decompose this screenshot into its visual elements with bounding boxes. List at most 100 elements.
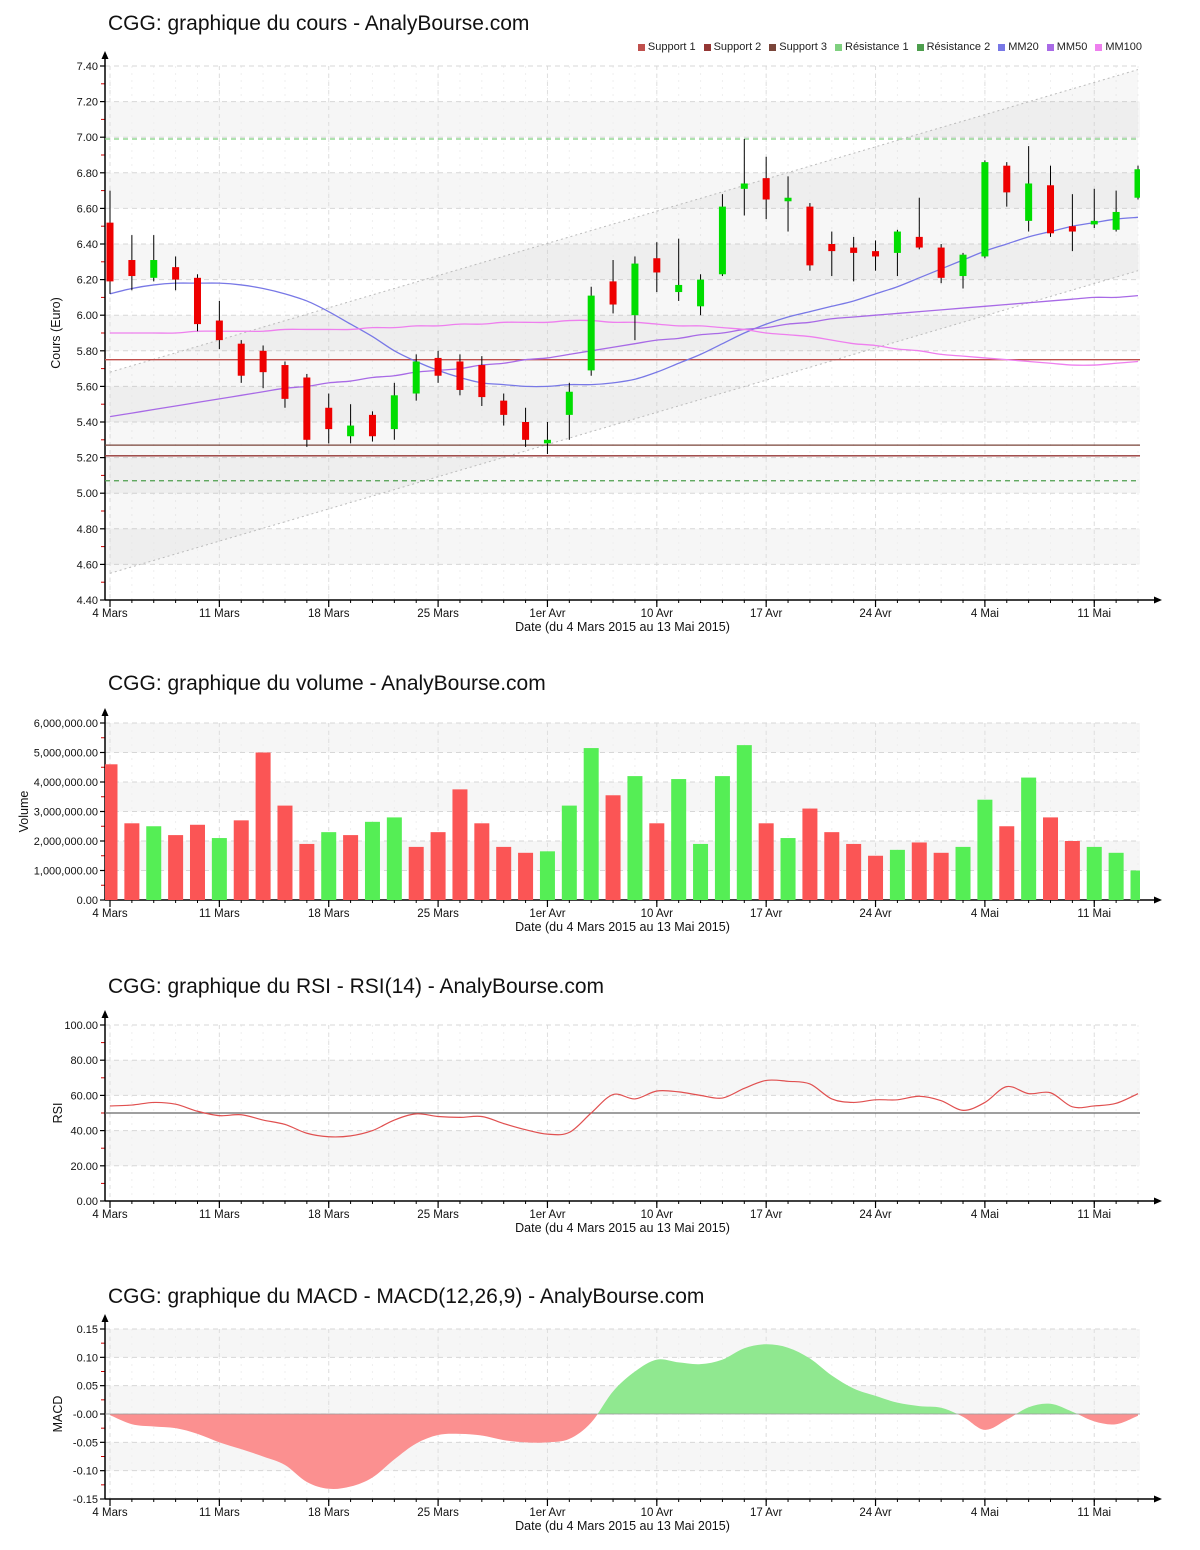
macd-positive-area [110, 1344, 1138, 1414]
x-tick-label: 17 Avr [750, 608, 783, 620]
y-tick-label: 6.60 [77, 203, 98, 215]
candle [281, 365, 289, 399]
candle [762, 178, 770, 200]
candle [1134, 169, 1140, 198]
volume-bar [671, 779, 687, 900]
macd-chart-title: CGG: graphique du MACD - MACD(12,26,9) -… [108, 1285, 705, 1308]
y-tick-label: 0.00 [77, 895, 98, 907]
candle [522, 422, 530, 440]
x-axis-title: Date (du 4 Mars 2015 au 13 Mai 2015) [515, 1519, 730, 1533]
candle [106, 222, 114, 282]
x-tick-label: 18 Mars [308, 1507, 350, 1519]
candle [150, 260, 158, 278]
y-tick-label: 0.10 [77, 1352, 98, 1364]
candle [325, 407, 333, 430]
macd-negative-area [110, 1414, 1138, 1490]
y-tick-label: 4.60 [77, 559, 98, 571]
candle [128, 260, 136, 277]
x-tick-label: 11 Mars [199, 908, 240, 920]
candle [1025, 183, 1033, 221]
candle [1047, 185, 1055, 234]
x-tick-label: 11 Mars [199, 1507, 240, 1519]
candle [718, 206, 726, 275]
candle [850, 247, 858, 253]
legend-label: Support 3 [779, 41, 827, 53]
legend-marker [998, 43, 1006, 51]
legend-item-mm100: MM100 [1095, 41, 1142, 53]
volume-bar [255, 752, 271, 900]
legend-marker [769, 43, 777, 51]
volume-bar [824, 832, 840, 900]
candle [1090, 220, 1098, 225]
candle [828, 244, 836, 252]
volume-chart-canvas: 6,000,000.00 5,000,000.00 4,000,000.00 3,00… [17, 708, 1162, 934]
x-tick-label: 4 Mai [971, 1507, 999, 1519]
x-tick-label: 17 Avr [750, 1209, 783, 1221]
candle [500, 400, 508, 415]
x-tick-label: 18 Mars [308, 608, 350, 620]
x-tick-label: 4 Mars [92, 1507, 127, 1519]
legend-marker [637, 43, 645, 51]
candle [675, 284, 683, 293]
candle [609, 281, 617, 305]
candle [478, 365, 486, 398]
y-tick-label: 20.00 [70, 1161, 98, 1173]
x-tick-label: 24 Avr [859, 1507, 892, 1519]
legend-marker [1095, 43, 1103, 51]
volume-bar [1043, 817, 1059, 900]
x-tick-label: 25 Mars [417, 1507, 459, 1519]
rsi-chart-title: CGG: graphique du RSI - RSI(14) - AnalyB… [108, 975, 605, 998]
y-tick-label: 7.40 [77, 61, 98, 73]
legend-marker [835, 43, 842, 51]
candle [456, 361, 464, 390]
volume-bar [496, 846, 512, 900]
y-tick-label: 7.20 [77, 97, 98, 109]
volume-bar [955, 846, 971, 900]
y-tick-label: 5.20 [77, 453, 98, 465]
rsi-chart-canvas: 100.00 80.00 60.00 40.00 20.00 0.004 Mars 11 M… [51, 1010, 1162, 1235]
x-tick-label: 10 Avr [641, 908, 674, 920]
volume-bar [802, 808, 818, 900]
y-tick-label: -0.15 [73, 1494, 98, 1506]
candle [1068, 226, 1076, 232]
volume-bar [758, 823, 774, 900]
y-axis-title: MACD [51, 1396, 65, 1433]
candle [806, 206, 814, 266]
volume-bar [518, 852, 534, 900]
y-tick-label: 1,000,000.00 [34, 866, 98, 878]
y-tick-label: 40.00 [70, 1126, 98, 1138]
x-tick-label: 1er Avr [529, 908, 565, 920]
y-tick-label: -0.05 [73, 1437, 98, 1449]
volume-bar [714, 776, 730, 900]
x-tick-label: 17 Avr [750, 908, 783, 920]
volume-bar [605, 795, 621, 900]
volume-bar [780, 838, 796, 900]
legend-item-mm20: MM20 [998, 41, 1039, 53]
legend-label: Support 1 [647, 41, 696, 53]
legend-item-mm50: MM50 [1046, 41, 1088, 53]
candle [390, 395, 398, 430]
y-tick-label: 5.40 [77, 417, 98, 429]
legend-item-résistance-1: Résistance 1 [835, 41, 909, 53]
candle [740, 183, 748, 189]
volume-bar [168, 835, 184, 900]
volume-bar [474, 823, 490, 900]
volume-bar [364, 821, 380, 900]
volume-bar [561, 805, 577, 900]
mm100-line [109, 319, 1139, 366]
x-tick-label: 4 Mars [92, 908, 127, 920]
y-tick-label: 4.40 [77, 595, 98, 607]
volume-bar [911, 842, 927, 900]
macd-chart-canvas: 0.15 0.10 0.05 -0.00 -0.05 -0.10 -0.154 Mars 11… [51, 1314, 1162, 1533]
x-tick-label: 4 Mars [92, 1209, 127, 1221]
candle [1112, 211, 1120, 230]
x-tick-label: 11 Mai [1077, 1209, 1111, 1221]
legend-label: MM50 [1056, 41, 1088, 53]
legend-marker [703, 43, 711, 51]
x-tick-label: 1er Avr [529, 1209, 565, 1221]
legend-item-support-3: Support 3 [769, 41, 827, 53]
candle [368, 414, 376, 437]
y-tick-label: 5,000,000.00 [34, 748, 98, 760]
legend-label: MM100 [1105, 41, 1142, 53]
y-tick-label: -0.10 [73, 1466, 98, 1478]
